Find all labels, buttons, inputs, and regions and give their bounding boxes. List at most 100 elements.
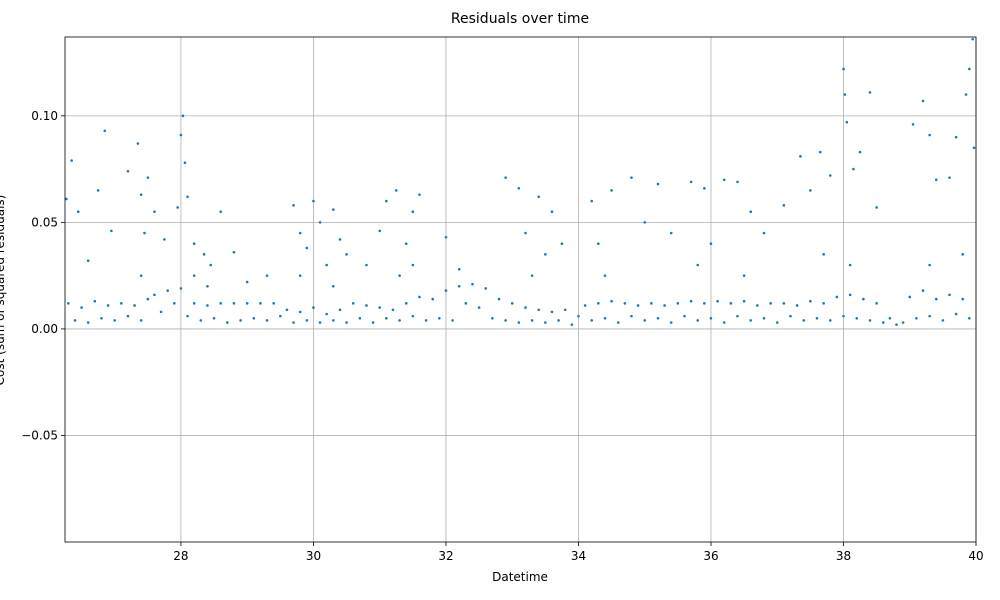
point [843,93,847,96]
points [65,37,976,326]
point [139,274,143,277]
point [530,319,534,322]
point [749,319,753,322]
point [351,302,355,305]
point [669,321,673,324]
point [862,297,865,301]
point [96,189,100,192]
point [570,323,574,326]
point [371,321,375,324]
point [245,302,249,305]
point [669,231,673,235]
point [411,263,415,267]
point [385,316,388,320]
x-tick-label: 30 [306,549,321,563]
point [146,176,150,179]
point [239,319,242,322]
point [610,299,613,303]
point [209,263,213,267]
point [100,316,103,320]
point [972,146,976,150]
point [828,174,832,177]
point [901,321,905,324]
y-axis-label: Cost (sum of squared residuals) [0,195,7,386]
point [756,304,759,307]
x-tick-label: 40 [968,549,983,563]
point [120,302,123,305]
point [848,263,852,267]
point [954,312,958,316]
y-tick-label: −0.05 [21,428,58,442]
y-tick-label: 0.00 [31,322,58,336]
point [908,295,912,299]
point [265,274,269,277]
point [656,182,660,186]
point [345,253,348,256]
point [636,304,640,307]
point [590,199,594,203]
y-tick-label: 0.05 [31,215,58,229]
point [888,316,892,320]
point [809,299,812,303]
point [312,306,315,309]
point [709,242,713,245]
point [394,189,398,192]
point [583,304,587,307]
point [292,204,295,207]
x-tick-label: 36 [703,549,718,563]
point [842,67,845,71]
point [895,323,898,326]
point [103,129,107,133]
point [212,316,216,320]
point [775,321,779,324]
point [332,285,335,288]
point [345,321,348,324]
point [418,193,421,196]
point [524,306,527,309]
point [312,199,315,203]
point [530,274,534,277]
point [742,274,746,277]
point [630,176,633,179]
point [858,150,862,154]
point [722,178,726,182]
point [789,314,792,318]
point [464,302,468,305]
point [206,285,209,288]
point [219,302,222,305]
point [656,316,660,320]
point [378,306,382,309]
point [921,289,925,292]
point [186,314,189,318]
point [398,274,401,277]
point [431,297,435,301]
point [928,314,931,318]
point [577,314,580,318]
point [133,304,136,307]
point [471,282,474,286]
point [166,289,169,292]
point [802,319,806,322]
point [285,308,289,312]
point [504,176,507,179]
point [881,321,885,324]
point [206,304,209,307]
point [365,304,368,307]
point [934,297,938,301]
point [143,231,146,235]
point [298,274,302,277]
point [404,242,408,245]
point [338,238,342,241]
point [537,308,541,312]
ticks: 28 30 32 34 36 38 40 −0.05 0.00 0.05 0.10 [21,109,983,563]
point [139,319,143,322]
point [689,180,693,184]
point [610,189,613,192]
point [961,253,965,256]
point [265,319,269,322]
point [67,302,70,305]
point [232,250,236,254]
x-tick-label: 28 [173,549,188,563]
point [703,186,706,190]
point [411,314,415,318]
